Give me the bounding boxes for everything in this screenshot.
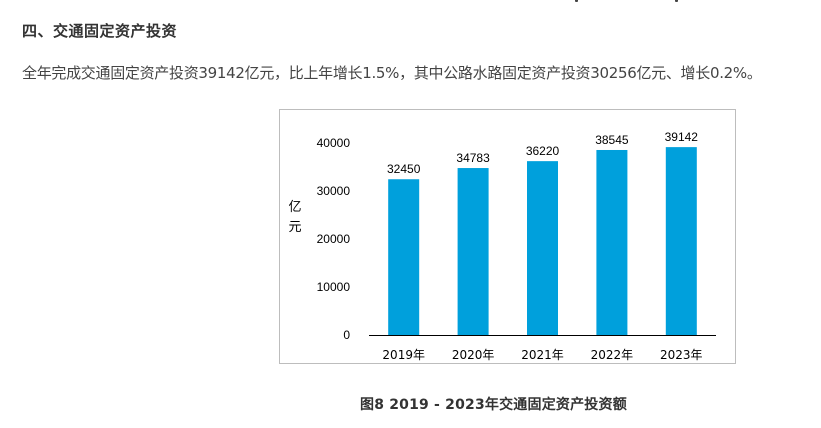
y-tick-label: 0 <box>343 328 350 342</box>
bars-group <box>388 147 697 335</box>
bar <box>665 147 697 335</box>
section-heading: 四、交通固定资产投资 <box>22 22 178 40</box>
bar <box>527 161 558 335</box>
bar-chart-frame: 亿元 0 10000 20000 30000 40000 32450 34783 36220… <box>279 109 736 364</box>
y-axis-label-char: 元 <box>288 220 301 235</box>
x-tick-label: 2021年 <box>521 348 564 362</box>
bar-data-label: 39142 <box>665 130 699 144</box>
y-tick-label: 30000 <box>317 184 351 198</box>
y-axis-label-char: 亿 <box>288 200 301 215</box>
data-labels-group: 32450 34783 36220 38545 39142 <box>387 130 698 176</box>
x-tick-label: 2020年 <box>452 348 495 362</box>
y-tick-label: 10000 <box>317 280 351 294</box>
y-tick-label: 40000 <box>317 136 351 150</box>
y-tick-labels: 0 10000 20000 30000 40000 <box>317 136 351 342</box>
bar-data-label: 32450 <box>387 162 421 176</box>
x-tick-labels: 2019年 2020年 2021年 2022年 2023年 <box>382 348 702 362</box>
cropped-text-fragment <box>575 0 685 3</box>
bar-data-label: 36220 <box>526 144 560 158</box>
bar-chart: 亿元 0 10000 20000 30000 40000 32450 34783 36220… <box>288 130 716 362</box>
x-tick-label: 2022年 <box>591 348 634 362</box>
bar <box>596 149 628 335</box>
bar-data-label: 34783 <box>456 151 490 165</box>
x-tick-label: 2023年 <box>660 348 703 362</box>
bar <box>457 168 489 335</box>
x-tick-label: 2019年 <box>382 348 425 362</box>
figure-caption: 图8 2019 - 2023年交通固定资产投资额 <box>360 397 627 413</box>
y-axis-label: 亿元 <box>288 200 301 235</box>
bar <box>388 179 420 335</box>
y-tick-label: 20000 <box>317 232 351 246</box>
bar-data-label: 38545 <box>595 133 629 147</box>
body-paragraph: 全年完成交通固定资产投资39142亿元，比上年增长1.5%，其中公路水路固定资产… <box>22 64 762 82</box>
